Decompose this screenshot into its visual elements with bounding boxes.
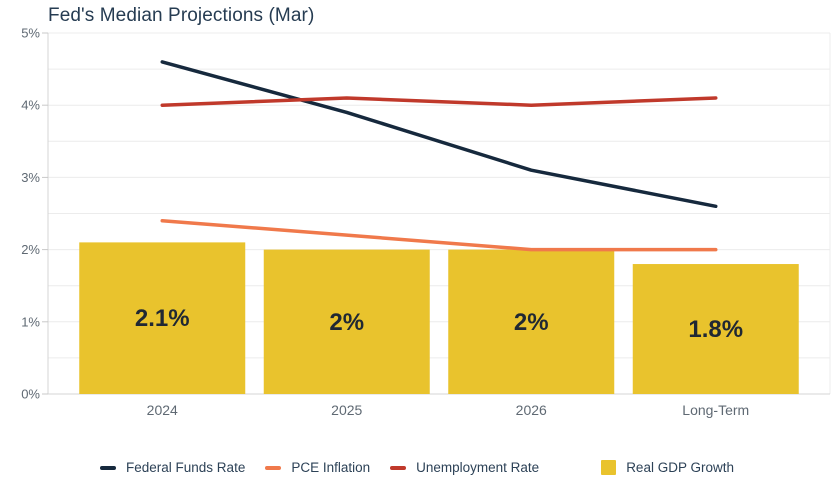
y-tick-label: 2% (21, 242, 40, 257)
bar-2025 (263, 249, 430, 394)
y-tick-label: 4% (21, 98, 40, 113)
bar-long-term (632, 264, 799, 394)
chart-plot-area: 0% 1% 2% 3% 4% 5% 2.1% 2% 2% 1.8% 2024 2025 2026 Long… (21, 26, 831, 418)
y-tick-label: 5% (21, 26, 40, 41)
legend-swatch (100, 465, 117, 470)
chart-legend: Federal Funds Rate PCE Inflation Unemploym… (0, 460, 834, 475)
x-tick-label: Long-Term (682, 402, 749, 418)
series-line-pce-inflation (160, 218, 718, 252)
y-tick-label: 0% (21, 387, 40, 402)
bar-value-label: 1.8% (688, 316, 743, 343)
legend-item-pce-inflation: PCE Inflation (265, 460, 370, 475)
y-tick-label: 3% (21, 170, 40, 185)
x-tick-label: 2026 (516, 402, 547, 418)
y-tick-label: 1% (21, 314, 40, 329)
legend-swatch (390, 465, 407, 470)
legend-label: Real GDP Growth (626, 460, 734, 475)
x-tick-label: 2025 (331, 402, 362, 418)
legend-swatch (601, 460, 617, 475)
legend-swatch (265, 465, 282, 470)
series-line-federal-funds-rate (160, 60, 718, 209)
chart-title: Fed's Median Projections (Mar) (48, 5, 315, 26)
bar-2026 (448, 249, 615, 394)
legend-label: PCE Inflation (291, 460, 371, 475)
bar-value-label: 2% (514, 309, 549, 336)
legend-item-federal-funds-rate: Federal Funds Rate (100, 460, 245, 475)
bar-2024 (79, 242, 246, 394)
series-line-unemployment-rate (160, 96, 718, 107)
legend-item-real-gdp-growth: Real GDP Growth (601, 460, 734, 475)
legend-label: Federal Funds Rate (126, 460, 246, 475)
legend-label: Unemployment Rate (416, 460, 540, 475)
legend-item-unemployment-rate: Unemployment Rate (390, 460, 539, 475)
x-tick-label: 2024 (147, 402, 178, 418)
bar-value-label: 2.1% (135, 305, 190, 332)
bar-value-label: 2% (329, 309, 364, 336)
